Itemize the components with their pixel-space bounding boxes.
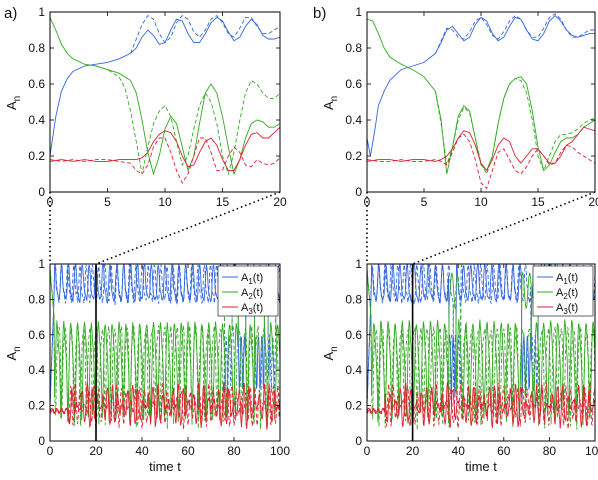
y-tick-label: 0 <box>38 185 45 199</box>
series-line-6 <box>367 133 595 190</box>
x-axis-label: time t <box>149 459 181 474</box>
y-axis-label: An <box>4 96 23 110</box>
y-tick-label: 0.8 <box>28 292 45 306</box>
x-tick-label: 60 <box>181 444 195 458</box>
legend-entry: A2(t) <box>556 287 578 301</box>
legend: A1(t)A2(t)A3(t) <box>217 265 279 317</box>
x-tick-label: 60 <box>497 444 511 458</box>
x-tick-label: 80 <box>543 444 557 458</box>
y-tick-label: 0.2 <box>28 149 45 163</box>
series-group <box>50 14 280 184</box>
legend-entry: A1(t) <box>556 272 578 286</box>
series-group <box>50 264 280 431</box>
series-line-3 <box>50 17 280 176</box>
y-tick-label: 0.4 <box>28 363 45 377</box>
series-line-4 <box>95 65 280 176</box>
x-axis-label: time t <box>465 459 497 474</box>
y-tick-label: 0.6 <box>345 328 362 342</box>
y-tick-label: 1 <box>38 257 45 271</box>
series-line-3 <box>367 269 595 423</box>
series-group <box>367 264 595 431</box>
y-tick-label: 0.2 <box>345 149 362 163</box>
zoom-connector-right <box>412 191 596 265</box>
series-line-5 <box>50 126 280 171</box>
series-line-2 <box>50 264 280 406</box>
x-tick-label: 100 <box>585 444 598 458</box>
y-tick-label: 0 <box>355 434 362 448</box>
legend-entry: A1(t) <box>241 272 263 286</box>
zoom-connector-right <box>95 191 281 265</box>
x-tick-label: 10 <box>474 195 488 209</box>
y-axis-label: An <box>321 346 340 360</box>
y-tick-label: 1 <box>355 5 362 19</box>
series-line-5 <box>367 126 595 172</box>
x-tick-label: 20 <box>406 444 420 458</box>
series-line-1 <box>50 16 280 157</box>
series-line-4 <box>434 78 595 176</box>
panel-label-b: b) <box>313 5 326 22</box>
series-line-3 <box>367 18 595 175</box>
x-tick-label: 10 <box>158 195 172 209</box>
x-tick-label: 20 <box>588 195 598 209</box>
y-tick-label: 1 <box>355 257 362 271</box>
x-tick-label: 15 <box>531 195 545 209</box>
series-line-6 <box>367 381 595 430</box>
legend-entry: A3(t) <box>556 302 578 316</box>
x-tick-label: 5 <box>104 195 111 209</box>
series-group <box>367 13 595 190</box>
legend-entry: A3(t) <box>241 302 263 316</box>
y-axis-label: An <box>321 96 340 110</box>
y-tick-label: 0.2 <box>345 399 362 413</box>
x-tick-label: 0 <box>364 444 371 458</box>
y-tick-label: 0.4 <box>28 113 45 127</box>
axes-frame <box>366 263 596 442</box>
y-tick-label: 0 <box>355 185 362 199</box>
series-line-1 <box>50 264 280 406</box>
y-tick-label: 0.6 <box>345 77 362 91</box>
y-axis-label: An <box>4 346 23 360</box>
y-tick-label: 1 <box>38 5 45 19</box>
x-tick-label: 5 <box>421 195 428 209</box>
legend-entry: A2(t) <box>241 287 263 301</box>
y-tick-label: 0.6 <box>28 77 45 91</box>
y-tick-label: 0.8 <box>28 41 45 55</box>
series-line-2 <box>367 264 595 406</box>
x-tick-label: 20 <box>89 444 103 458</box>
legend-box <box>532 265 594 317</box>
y-tick-label: 0.4 <box>345 363 362 377</box>
axes-frame <box>49 263 281 442</box>
y-tick-label: 0.6 <box>28 328 45 342</box>
x-tick-label: 15 <box>216 195 230 209</box>
x-tick-label: 80 <box>227 444 241 458</box>
series-line-2 <box>130 14 280 54</box>
y-tick-label: 0.8 <box>345 41 362 55</box>
y-tick-label: 0 <box>38 434 45 448</box>
y-tick-label: 0.8 <box>345 292 362 306</box>
y-tick-label: 0.4 <box>345 113 362 127</box>
legend-box <box>217 265 279 317</box>
x-tick-label: 100 <box>270 444 290 458</box>
x-tick-label: 40 <box>452 444 466 458</box>
x-tick-label: 0 <box>47 444 54 458</box>
series-line-1 <box>367 14 595 157</box>
zoom-connector-lines <box>49 191 596 265</box>
x-tick-label: 20 <box>273 195 287 209</box>
legend: A1(t)A2(t)A3(t) <box>532 265 594 317</box>
x-tick-label: 40 <box>135 444 149 458</box>
y-tick-label: 0.2 <box>28 399 45 413</box>
series-line-2 <box>434 13 595 54</box>
panel-label-a: a) <box>4 5 17 22</box>
series-line-4 <box>50 269 280 430</box>
series-line-6 <box>50 137 280 184</box>
series-line-6 <box>50 382 280 431</box>
